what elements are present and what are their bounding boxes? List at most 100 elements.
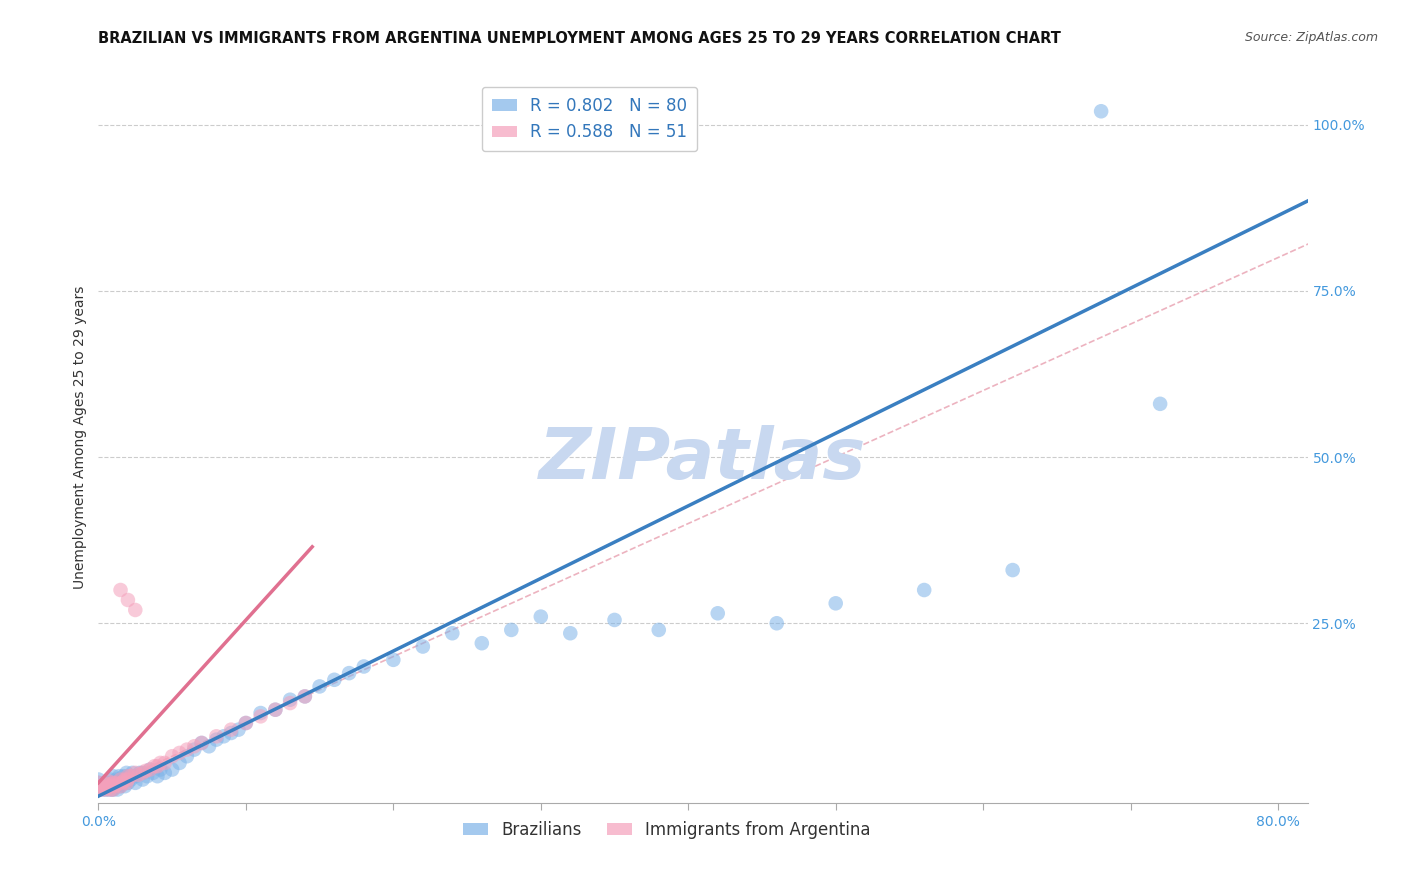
Point [139, 763, 162, 777]
Point [1149, 397, 1171, 411]
Point [412, 640, 434, 654]
Point [765, 616, 787, 631]
Point [87, 779, 110, 793]
Point [101, 782, 124, 797]
Point [143, 759, 166, 773]
Point [105, 776, 128, 790]
Point [91, 779, 114, 793]
Point [101, 782, 124, 797]
Point [111, 776, 134, 790]
Point [121, 765, 143, 780]
Point [115, 776, 138, 790]
Point [131, 765, 153, 780]
Point [96, 780, 118, 795]
Point [235, 716, 257, 731]
Point [94, 776, 117, 790]
Point [87, 776, 110, 790]
Point [124, 776, 146, 790]
Text: ZIPatlas: ZIPatlas [540, 425, 866, 493]
Point [205, 732, 228, 747]
Text: BRAZILIAN VS IMMIGRANTS FROM ARGENTINA UNEMPLOYMENT AMONG AGES 25 TO 29 YEARS CO: BRAZILIAN VS IMMIGRANTS FROM ARGENTINA U… [98, 31, 1062, 46]
Point [105, 779, 128, 793]
Point [824, 596, 846, 610]
Point [101, 779, 124, 793]
Point [142, 765, 165, 780]
Point [441, 626, 464, 640]
Point [198, 739, 221, 754]
Point [135, 764, 157, 778]
Point [153, 756, 176, 770]
Point [1001, 563, 1024, 577]
Point [169, 756, 191, 770]
Point [114, 772, 136, 787]
Point [115, 765, 138, 780]
Point [146, 769, 169, 783]
Point [90, 782, 112, 797]
Point [107, 782, 129, 797]
Point [471, 636, 494, 650]
Point [139, 763, 162, 777]
Point [98, 772, 121, 787]
Point [87, 772, 110, 787]
Legend: Brazilians, Immigrants from Argentina: Brazilians, Immigrants from Argentina [457, 814, 877, 846]
Point [110, 772, 132, 787]
Point [94, 782, 117, 797]
Point [190, 736, 212, 750]
Point [264, 703, 287, 717]
Point [98, 779, 121, 793]
Point [183, 742, 205, 756]
Point [101, 776, 124, 790]
Point [87, 782, 110, 797]
Point [530, 609, 553, 624]
Point [176, 742, 198, 756]
Point [114, 772, 136, 787]
Point [149, 763, 172, 777]
Point [98, 782, 121, 797]
Point [124, 765, 146, 780]
Point [501, 623, 523, 637]
Point [97, 776, 120, 790]
Point [110, 772, 132, 787]
Point [127, 768, 149, 782]
Point [131, 772, 153, 787]
Point [110, 582, 132, 597]
Point [111, 776, 134, 790]
Point [1090, 104, 1112, 119]
Point [91, 782, 114, 797]
Point [235, 716, 257, 731]
Point [205, 729, 228, 743]
Point [249, 706, 271, 720]
Point [136, 769, 159, 783]
Point [100, 779, 122, 793]
Point [176, 749, 198, 764]
Point [120, 772, 142, 787]
Point [110, 779, 132, 793]
Point [110, 779, 132, 793]
Point [560, 626, 582, 640]
Point [603, 613, 626, 627]
Y-axis label: Unemployment Among Ages 25 to 29 years: Unemployment Among Ages 25 to 29 years [73, 285, 87, 589]
Point [249, 709, 271, 723]
Point [146, 759, 169, 773]
Point [87, 779, 110, 793]
Point [183, 739, 205, 754]
Point [353, 659, 375, 673]
Point [212, 729, 235, 743]
Point [278, 696, 301, 710]
Point [219, 723, 242, 737]
Point [104, 779, 127, 793]
Point [97, 779, 120, 793]
Point [100, 782, 122, 797]
Point [124, 603, 146, 617]
Point [94, 782, 117, 797]
Text: Source: ZipAtlas.com: Source: ZipAtlas.com [1244, 31, 1378, 45]
Point [382, 653, 405, 667]
Point [160, 749, 183, 764]
Point [219, 726, 242, 740]
Point [87, 776, 110, 790]
Point [131, 765, 153, 780]
Point [190, 736, 212, 750]
Point [294, 690, 316, 704]
Point [101, 769, 124, 783]
Point [107, 776, 129, 790]
